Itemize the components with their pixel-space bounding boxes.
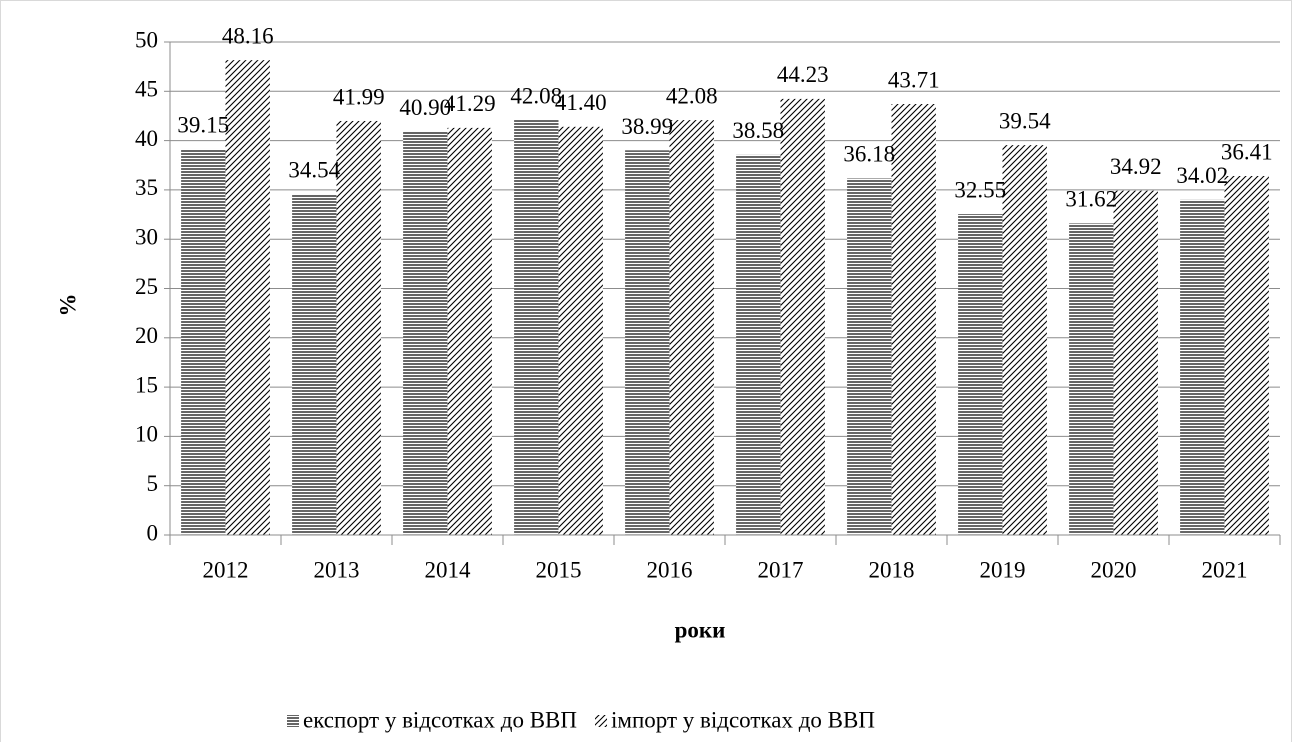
data-label: 39.54	[999, 108, 1051, 133]
bar	[847, 178, 892, 535]
bar	[336, 120, 381, 535]
y-tick-label: 15	[135, 372, 158, 397]
data-label: 32.55	[954, 177, 1006, 202]
data-label: 38.58	[732, 118, 784, 143]
bar	[558, 126, 603, 536]
bar	[736, 154, 781, 535]
bar	[891, 104, 936, 535]
x-tick-label: 2018	[869, 557, 915, 582]
x-tick-label: 2012	[203, 557, 249, 582]
data-label: 41.99	[333, 84, 385, 109]
bar	[780, 98, 825, 535]
bar	[1069, 223, 1114, 535]
data-label: 40.90	[399, 95, 451, 120]
data-label: 38.99	[621, 114, 673, 139]
x-tick-label: 2017	[758, 557, 804, 582]
data-label: 31.62	[1065, 187, 1117, 212]
x-tick-label: 2019	[980, 557, 1026, 582]
bar	[181, 148, 226, 535]
y-tick-label: 25	[135, 274, 158, 299]
x-tick-label: 2016	[647, 557, 693, 582]
data-label: 39.15	[177, 112, 229, 137]
y-tick-label: 5	[147, 471, 159, 496]
data-label: 34.54	[288, 158, 340, 183]
data-label: 34.02	[1176, 163, 1228, 188]
x-tick-label: 2014	[425, 557, 472, 582]
legend-swatch	[287, 715, 299, 727]
bar	[292, 194, 337, 535]
x-tick-label: 2013	[314, 557, 360, 582]
x-tick-label: 2020	[1091, 557, 1137, 582]
data-label: 36.41	[1221, 139, 1273, 164]
bar	[625, 150, 670, 535]
y-tick-label: 10	[135, 422, 158, 447]
bar	[1180, 199, 1225, 535]
y-tick-label: 0	[147, 520, 159, 545]
data-label: 42.08	[666, 83, 718, 108]
data-label: 34.92	[1110, 154, 1162, 179]
x-tick-label: 2021	[1202, 557, 1248, 582]
bar	[225, 60, 270, 536]
legend-label: імпорт у відсотках до ВВП	[611, 707, 875, 732]
data-label: 48.16	[222, 23, 274, 48]
bar	[403, 131, 448, 535]
legend: експорт у відсотках до ВВП імпорт у відсо…	[287, 707, 875, 732]
y-tick-label: 30	[135, 224, 158, 249]
y-tick-label: 50	[135, 27, 158, 52]
data-label: 41.29	[444, 91, 496, 116]
bar	[1002, 145, 1047, 535]
y-tick-label: 40	[135, 126, 158, 151]
bar	[1113, 190, 1158, 536]
y-tick-label: 20	[135, 323, 158, 348]
bar	[447, 127, 492, 535]
data-label: 42.08	[510, 83, 562, 108]
x-axis-label: роки	[675, 617, 726, 642]
bar	[669, 120, 714, 536]
y-tick-label: 45	[135, 77, 158, 102]
bar	[1224, 175, 1269, 535]
bar	[514, 120, 559, 536]
y-axis-label: %	[55, 294, 80, 317]
data-label: 43.71	[888, 67, 940, 92]
bar	[958, 214, 1003, 535]
legend-label: експорт у відсотках до ВВП	[303, 707, 577, 732]
y-tick-label: 35	[135, 175, 158, 200]
x-tick-label: 2015	[536, 557, 582, 582]
data-label: 41.40	[555, 90, 607, 115]
data-label: 44.23	[777, 62, 829, 87]
legend-swatch	[595, 715, 608, 727]
data-label: 36.18	[843, 142, 895, 167]
